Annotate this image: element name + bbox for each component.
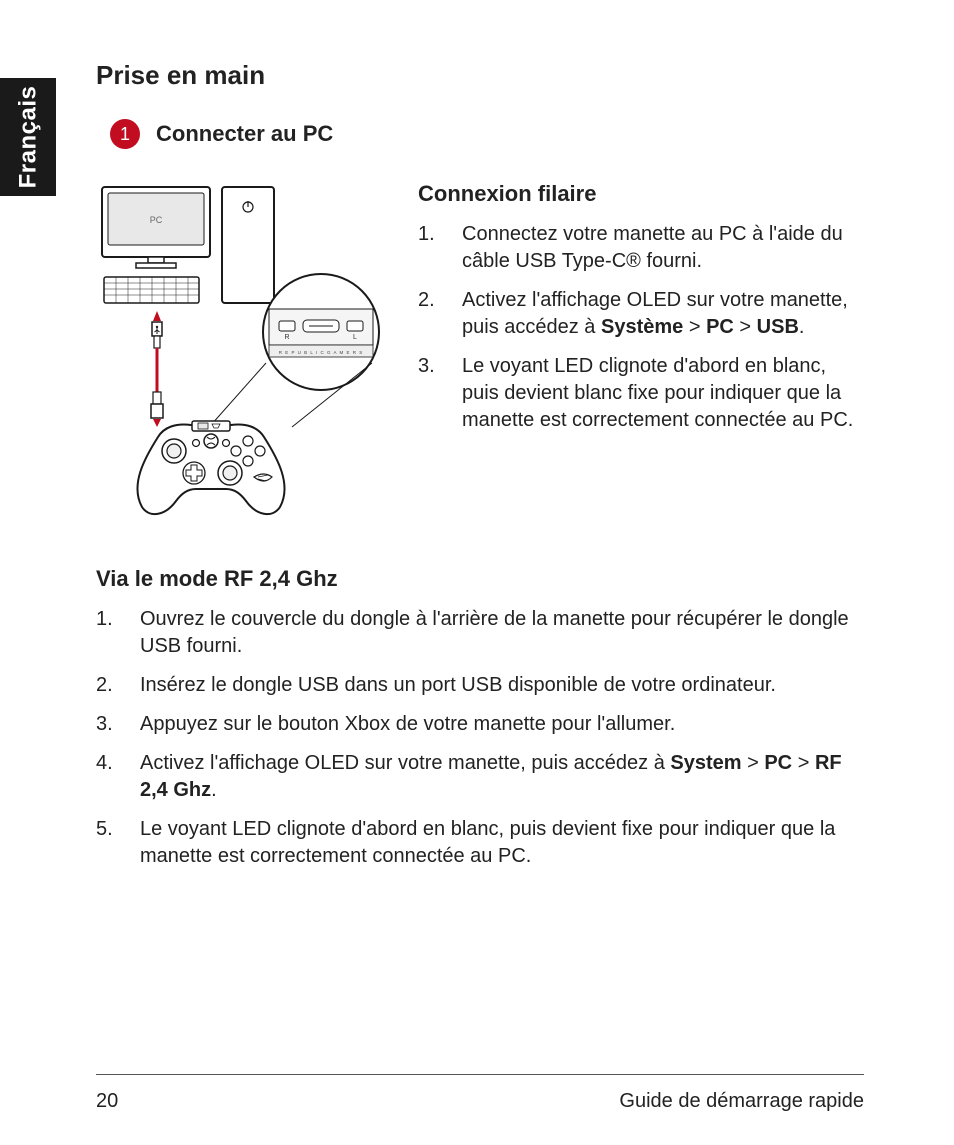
rf-list: Ouvrez le couvercle du dongle à l'arrièr… bbox=[96, 606, 864, 870]
bold: System bbox=[670, 752, 741, 774]
wired-item-3: Le voyant LED clignote d'abord en blanc,… bbox=[418, 353, 864, 434]
text: Le voyant LED clignote d'abord en blanc,… bbox=[140, 818, 835, 867]
svg-text:R: R bbox=[284, 334, 289, 341]
bold: PC bbox=[764, 752, 792, 774]
footer-divider bbox=[96, 1074, 864, 1075]
rf-item-3: Appuyez sur le bouton Xbox de votre mane… bbox=[96, 711, 864, 738]
step-header: 1 Connecter au PC bbox=[110, 119, 864, 149]
text: . bbox=[799, 316, 805, 338]
bold: USB bbox=[757, 316, 799, 338]
page-footer: 20 Guide de démarrage rapide bbox=[96, 1090, 864, 1113]
connection-diagram: PC bbox=[96, 177, 386, 522]
rf-item-5: Le voyant LED clignote d'abord en blanc,… bbox=[96, 816, 864, 870]
text: Insérez le dongle USB dans un port USB d… bbox=[140, 674, 776, 696]
rf-item-4: Activez l'affichage OLED sur votre manet… bbox=[96, 750, 864, 804]
text: . bbox=[211, 779, 217, 801]
page-title: Prise en main bbox=[96, 60, 864, 91]
wired-item-1: Connectez votre manette au PC à l'aide d… bbox=[418, 221, 864, 275]
text: > bbox=[734, 316, 757, 338]
rf-item-2: Insérez le dongle USB dans un port USB d… bbox=[96, 672, 864, 699]
rf-heading: Via le mode RF 2,4 Ghz bbox=[96, 566, 864, 592]
footer-doc-title: Guide de démarrage rapide bbox=[619, 1090, 864, 1113]
wired-heading: Connexion filaire bbox=[418, 181, 864, 207]
page-number: 20 bbox=[96, 1090, 118, 1113]
bold: Système bbox=[601, 316, 683, 338]
text: Appuyez sur le bouton Xbox de votre mane… bbox=[140, 713, 675, 735]
svg-text:L: L bbox=[353, 334, 357, 341]
text: Ouvrez le couvercle du dongle à l'arrièr… bbox=[140, 608, 849, 657]
text: Activez l'affichage OLED sur votre manet… bbox=[140, 752, 670, 774]
svg-text:R E P U B L I C G A M E R S: R E P U B L I C G A M E R S bbox=[279, 350, 364, 355]
step-number-badge: 1 bbox=[110, 119, 140, 149]
diagram-pc-label: PC bbox=[150, 215, 163, 225]
text: > bbox=[683, 316, 706, 338]
bold: PC bbox=[706, 316, 734, 338]
step-number: 1 bbox=[120, 124, 130, 145]
step-title: Connecter au PC bbox=[156, 121, 333, 147]
rf-item-1: Ouvrez le couvercle du dongle à l'arrièr… bbox=[96, 606, 864, 660]
wired-item-2: Activez l'affichage OLED sur votre manet… bbox=[418, 287, 864, 341]
text: Connectez votre manette au PC à l'aide d… bbox=[462, 223, 843, 272]
rf-section: Via le mode RF 2,4 Ghz Ouvrez le couverc… bbox=[96, 566, 864, 870]
text: Le voyant LED clignote d'abord en blanc,… bbox=[462, 355, 853, 431]
language-tab: Français bbox=[0, 78, 56, 196]
language-tab-text: Français bbox=[14, 86, 42, 189]
wired-section: Connexion filaire Connectez votre manett… bbox=[418, 177, 864, 446]
usb-cable-icon bbox=[151, 311, 163, 427]
text: > bbox=[792, 752, 815, 774]
text: > bbox=[742, 752, 765, 774]
wired-list: Connectez votre manette au PC à l'aide d… bbox=[418, 221, 864, 434]
controller-icon bbox=[137, 421, 284, 514]
